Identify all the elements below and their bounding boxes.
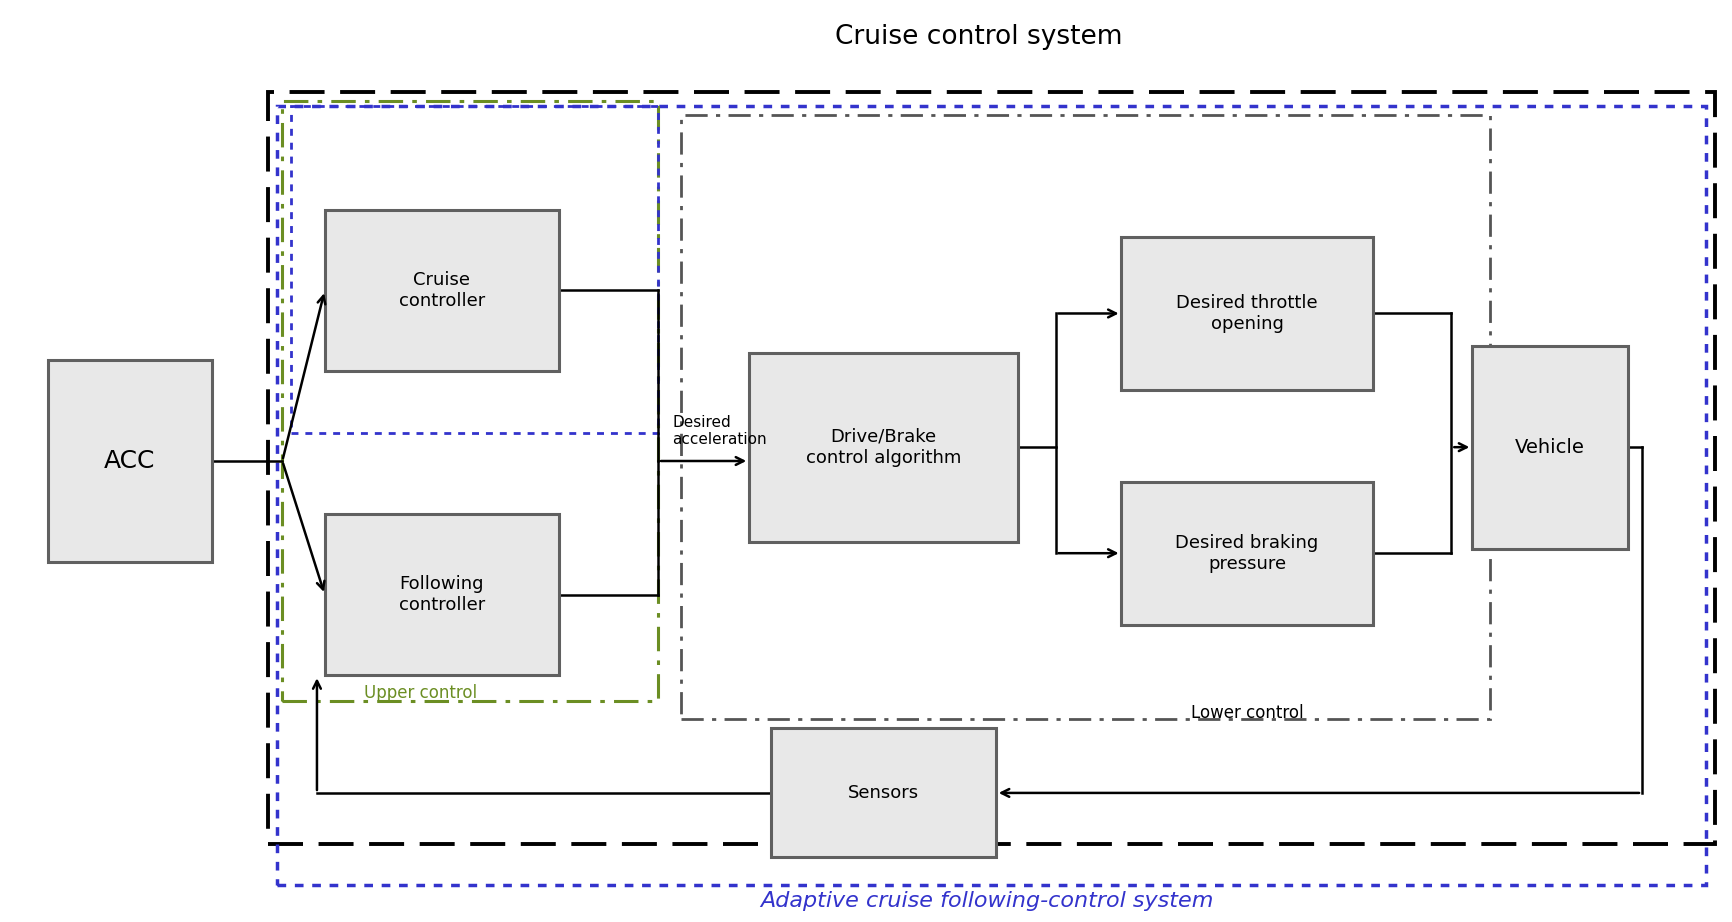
Bar	[1472, 346, 1628, 549]
Bar	[1122, 238, 1373, 390]
Bar	[681, 115, 1490, 719]
Text: Sensors: Sensors	[847, 784, 920, 802]
Bar	[771, 728, 996, 857]
Text: Desired throttle
opening: Desired throttle opening	[1176, 294, 1318, 333]
Bar	[326, 514, 558, 675]
Text: Desired braking
pressure: Desired braking pressure	[1176, 534, 1318, 573]
Text: Cruise control system: Cruise control system	[835, 24, 1122, 50]
Text: Following
controller: Following controller	[398, 575, 485, 614]
Text: Vehicle: Vehicle	[1516, 438, 1585, 456]
Bar	[748, 352, 1018, 541]
Text: Upper control: Upper control	[364, 684, 476, 703]
Text: ACC: ACC	[104, 449, 156, 473]
Text: Desired
acceleration: Desired acceleration	[672, 415, 767, 447]
Text: Drive/Brake
control algorithm: Drive/Brake control algorithm	[805, 428, 961, 467]
Text: Adaptive cruise following-control system: Adaptive cruise following-control system	[760, 891, 1214, 911]
Bar	[1122, 481, 1373, 625]
Text: Lower control: Lower control	[1190, 703, 1304, 722]
Text: Cruise
controller: Cruise controller	[398, 271, 485, 310]
Bar	[277, 106, 1706, 885]
Bar	[326, 210, 558, 371]
Bar	[282, 101, 658, 701]
Bar	[291, 106, 658, 433]
Bar	[268, 92, 1715, 844]
Bar	[47, 360, 211, 562]
